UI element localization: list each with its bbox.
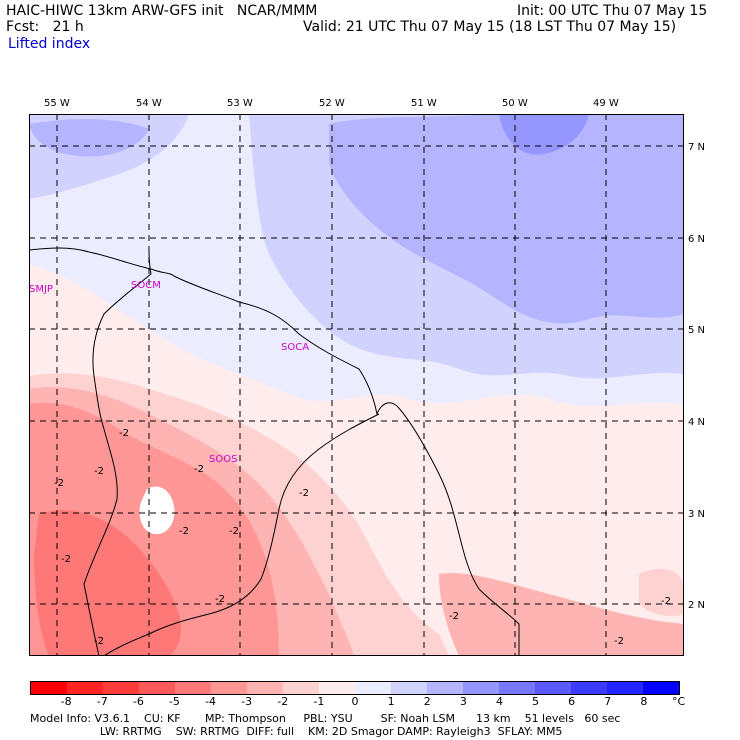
colorbar-swatch [319, 682, 355, 694]
colorbar-tick-label: 5 [532, 695, 540, 708]
field-band-blue-2 [329, 114, 684, 324]
coastlines-borders [29, 247, 520, 656]
contour-label: -2 [94, 636, 104, 647]
station-soos: SOOS [209, 454, 237, 465]
colorbar-tick-label: 3 [459, 695, 467, 708]
colorbar-swatch [283, 682, 319, 694]
colorbar-tick-label: 7 [604, 695, 612, 708]
colorbar-swatch [391, 682, 427, 694]
colorbar-swatch [67, 682, 103, 694]
contour-label: -2 [54, 478, 64, 489]
colorbar-swatch [103, 682, 139, 694]
lat-label-5n: 5 N [688, 325, 706, 336]
colorbar-tick-label: -2 [277, 695, 289, 708]
colorbar-tick-label: 0 [351, 695, 359, 708]
field-band-white-pocket [139, 486, 175, 535]
station-smjp: SMJP [29, 284, 53, 295]
contour-label: -2 [179, 526, 189, 537]
colorbar-tick-label: 4 [495, 695, 503, 708]
model-title: HAIC-HIWC 13km ARW-GFS init NCAR/MMM [6, 3, 318, 19]
contour-labels: -2 -2 -2 -2 -2 -2 -2 -2 -2 -2 -2 -2 -2 [54, 428, 671, 647]
colorbar-tick-label: 2 [423, 695, 431, 708]
border-east [103, 413, 380, 656]
border-west [83, 248, 152, 656]
colorbar-swatch [643, 682, 679, 694]
colorbar-tick-label: -3 [241, 695, 253, 708]
lon-label-53w: 53 W [227, 98, 253, 109]
map-panel: -2 -2 -2 -2 -2 -2 -2 -2 -2 -2 -2 -2 -2 S… [29, 114, 684, 656]
contour-label: -2 [229, 526, 239, 537]
station-soca: SOCA [281, 342, 309, 353]
lifted-index-map: -2 -2 -2 -2 -2 -2 -2 -2 -2 -2 -2 -2 -2 S… [29, 114, 684, 656]
coastline [29, 247, 520, 656]
field-band-east-red [439, 573, 684, 656]
lat-label-7n: 7 N [688, 142, 706, 153]
colorbar-tick-label: -1 [313, 695, 325, 708]
station-socm: SOCM [131, 280, 161, 291]
valid-time: Valid: 21 UTC Thu 07 May 15 (18 LST Thu … [303, 19, 677, 35]
init-time: Init: 00 UTC Thu 07 May 15 [517, 3, 708, 19]
colorbar-swatch [247, 682, 283, 694]
lon-label-55w: 55 W [44, 98, 70, 109]
colorbar-swatch [571, 682, 607, 694]
lat-label-4n: 4 N [688, 417, 706, 428]
lat-lon-grid [29, 114, 684, 656]
colorbar-swatch [211, 682, 247, 694]
contour-label: -2 [661, 596, 671, 607]
colorbar-tick-label: 6 [568, 695, 576, 708]
lon-label-51w: 51 W [411, 98, 437, 109]
field-band-red-3 [34, 510, 181, 656]
field-band-east-pink [639, 568, 684, 616]
lon-label-54w: 54 W [136, 98, 162, 109]
colorbar-swatch [31, 682, 67, 694]
contour-label: -2 [299, 488, 309, 499]
map-border [29, 114, 684, 656]
colorbar-tick-label: -7 [96, 695, 108, 708]
contour-label: -2 [614, 636, 624, 647]
station-labels: SMJP SOCM SOCA SOOS [29, 280, 309, 465]
model-info-line1: Model Info: V3.6.1 CU: KF MP: Thompson P… [30, 712, 621, 725]
field-name: Lifted index [8, 36, 91, 52]
contour-label: -2 [61, 554, 71, 565]
colorbar-swatch [175, 682, 211, 694]
colorbar-tick-label: -4 [205, 695, 217, 708]
colorbar-swatch [499, 682, 535, 694]
forecast-hour: Fcst: 21 h [6, 19, 84, 35]
lon-label-50w: 50 W [502, 98, 528, 109]
lat-label-6n: 6 N [688, 234, 706, 245]
colorbar-swatch [607, 682, 643, 694]
colorbar-swatch [427, 682, 463, 694]
colorbar-swatch [355, 682, 391, 694]
colorbar-swatch [463, 682, 499, 694]
field-band-blue-4 [29, 119, 149, 157]
contour-label: -2 [215, 594, 225, 605]
lat-label-3n: 3 N [688, 509, 706, 520]
contour-label: -2 [119, 428, 129, 439]
colorbar-unit: °C [672, 695, 686, 708]
contour-label: -2 [449, 611, 459, 622]
colorbar-tick-label: 8 [640, 695, 648, 708]
colorbar-tick-label: -5 [168, 695, 180, 708]
contour-label: -2 [194, 464, 204, 475]
lon-label-52w: 52 W [319, 98, 345, 109]
colorbar-tick-label: -6 [132, 695, 144, 708]
contour-label: -2 [94, 466, 104, 477]
lon-label-49w: 49 W [593, 98, 619, 109]
model-info-line2: LW: RRTMG SW: RRTMG DIFF: full KM: 2D Sm… [30, 725, 563, 738]
lat-label-2n: 2 N [688, 600, 706, 611]
colorbar-swatch [139, 682, 175, 694]
colorbar-swatch [535, 682, 571, 694]
colorbar-tick-label: 1 [387, 695, 395, 708]
colorbar-tick-label: -8 [60, 695, 72, 708]
colorbar [30, 681, 680, 695]
field-band-blue-3 [499, 114, 589, 155]
